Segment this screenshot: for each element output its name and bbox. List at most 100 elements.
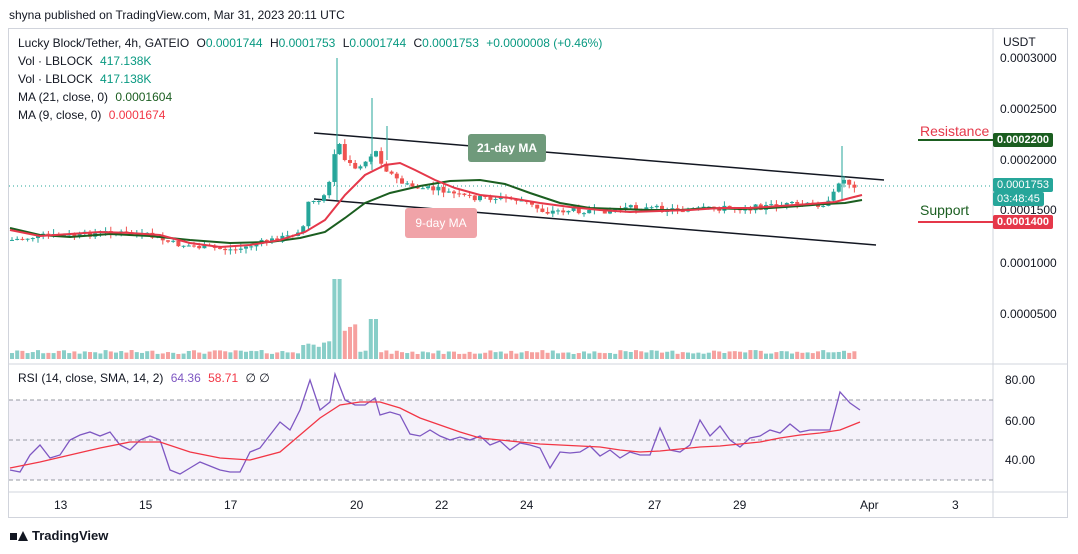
chart-legend: Lucky Block/Tether, 4h, GATEIO O0.000174…	[18, 34, 602, 124]
volume-bar	[259, 350, 264, 359]
volume-bar	[764, 353, 768, 359]
footer-brand[interactable]: TradingView	[10, 528, 108, 543]
candle-body	[462, 193, 467, 195]
volume-bar	[561, 352, 566, 359]
countdown-badge: 03:48:45	[993, 192, 1044, 206]
candle-body	[379, 151, 384, 164]
time-tick: 29	[733, 498, 747, 512]
volume-bar	[145, 351, 150, 359]
candle-body	[571, 207, 576, 211]
volume-bar	[166, 352, 170, 359]
legend-vol-label: Vol · LBLOCK	[18, 54, 93, 68]
price-axis-currency: USDT	[1003, 35, 1036, 49]
volume-bar	[332, 279, 337, 359]
volume-bar	[134, 352, 139, 359]
candle-body	[223, 248, 228, 251]
volume-bar	[348, 326, 352, 359]
candle-body	[784, 202, 789, 206]
time-tick: 22	[435, 498, 449, 512]
price-tick: 0.0003000	[1000, 51, 1057, 65]
volume-bar	[509, 350, 514, 359]
volume-bar	[10, 353, 14, 359]
volume-bar	[675, 353, 680, 359]
chart-frame[interactable]	[8, 28, 1068, 518]
ma21-annotation[interactable]: 21-day MA	[468, 134, 546, 162]
time-tick: 3	[952, 498, 959, 512]
support-label[interactable]: Support	[920, 202, 970, 218]
volume-bar	[483, 352, 488, 359]
time-tick: 13	[54, 498, 68, 512]
volume-bar	[384, 350, 389, 359]
legend-ma21-label: MA (21, close, 0)	[18, 90, 109, 104]
volume-bar	[504, 353, 508, 359]
candle-body	[197, 245, 202, 249]
candle-body	[852, 184, 857, 188]
candle-body	[77, 232, 82, 237]
ma9-annotation[interactable]: 9-day MA	[405, 208, 477, 238]
volume-bar	[660, 352, 664, 359]
candle-body	[332, 154, 337, 182]
volume-bar	[498, 351, 503, 359]
time-tick: 24	[520, 498, 534, 512]
volume-bar	[530, 352, 534, 359]
candle-body	[10, 239, 14, 241]
volume-bar	[680, 352, 685, 359]
volume-bar	[322, 342, 326, 359]
legend-low-value: 0.0001744	[349, 36, 407, 50]
volume-bar	[264, 353, 269, 359]
volume-bar	[831, 352, 836, 359]
volume-bar	[379, 352, 384, 359]
rsi-sma-line	[9, 401, 861, 469]
resistance-label[interactable]: Resistance	[920, 123, 990, 139]
candle-body	[322, 195, 326, 201]
candle-body	[186, 245, 191, 247]
volume-bar	[306, 343, 311, 359]
candle-body	[238, 248, 243, 250]
candle-body	[301, 226, 306, 233]
volume-bar	[103, 350, 108, 359]
candle-body	[202, 244, 207, 249]
volume-bar	[774, 352, 779, 359]
candle-body	[519, 200, 524, 202]
volume-bar	[644, 352, 649, 359]
volume-bar	[847, 352, 852, 359]
volume-bar	[478, 353, 482, 359]
volume-bar	[327, 341, 332, 359]
volume-bar	[784, 351, 789, 359]
price-tick: 0.0000500	[1000, 307, 1057, 321]
volume-bar	[457, 353, 462, 359]
candle-body	[836, 183, 841, 192]
rsi-tick: 80.00	[1005, 373, 1036, 387]
legend-high-value: 0.0001753	[278, 36, 336, 50]
candle-body	[441, 186, 446, 193]
volume-bar	[717, 351, 722, 359]
volume-bar	[342, 330, 347, 359]
volume-bar	[415, 353, 420, 359]
candle-body	[680, 211, 685, 213]
volume-bar	[597, 352, 602, 359]
legend-vol-label-2: Vol · LBLOCK	[18, 72, 93, 86]
volume-bar	[296, 353, 300, 359]
candle-body	[233, 249, 238, 251]
candle-body	[649, 207, 654, 209]
volume-bar	[363, 350, 368, 359]
legend-symbol: Lucky Block/Tether, 4h, GATEIO	[18, 36, 190, 50]
candle-body	[743, 209, 748, 211]
candle-body	[493, 199, 498, 201]
volume-bar	[441, 353, 446, 359]
volume-bar	[358, 351, 363, 359]
volume-bar	[337, 279, 342, 359]
rsi-value: 64.36	[170, 371, 201, 385]
candle-body	[556, 210, 560, 212]
volume-bar	[842, 350, 846, 359]
legend-change-value: +0.0000008 (+0.46%)	[486, 36, 603, 50]
candle-body	[337, 144, 342, 155]
candle-body	[384, 163, 389, 172]
volume-bar	[176, 353, 181, 359]
volume-bar	[36, 350, 40, 359]
volume-bar	[316, 346, 321, 359]
volume-bar	[795, 351, 800, 359]
volume-bar	[181, 353, 186, 359]
channel-lower-line	[313, 198, 877, 246]
